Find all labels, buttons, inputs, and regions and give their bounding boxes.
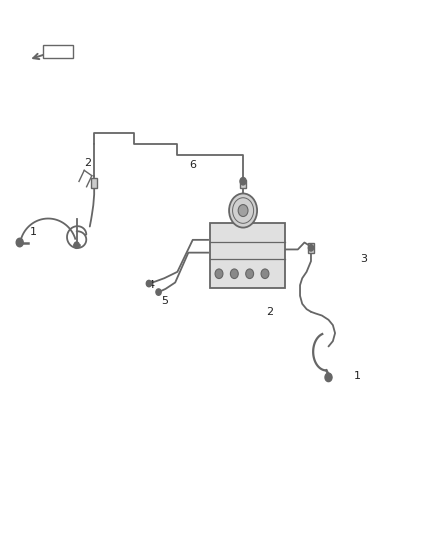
Circle shape (215, 269, 223, 279)
Text: 3: 3 (360, 254, 367, 263)
Text: 5: 5 (161, 296, 168, 306)
Circle shape (325, 373, 332, 382)
Circle shape (238, 205, 248, 216)
Circle shape (230, 269, 238, 279)
Text: 6: 6 (189, 160, 196, 170)
Circle shape (261, 269, 269, 279)
Circle shape (240, 177, 246, 185)
Bar (240, 180, 246, 188)
Text: 1: 1 (353, 371, 360, 381)
Bar (308, 243, 314, 253)
Circle shape (74, 242, 79, 248)
Circle shape (246, 269, 254, 279)
Circle shape (146, 280, 152, 287)
Circle shape (308, 245, 314, 251)
Text: 1: 1 (29, 227, 36, 237)
Text: 2: 2 (266, 307, 273, 317)
Text: 4: 4 (148, 280, 155, 290)
Circle shape (229, 193, 257, 228)
Text: FWD: FWD (46, 46, 70, 57)
Circle shape (16, 238, 23, 247)
FancyBboxPatch shape (43, 45, 73, 58)
Circle shape (156, 289, 161, 295)
Text: 2: 2 (84, 158, 91, 167)
FancyBboxPatch shape (210, 223, 285, 288)
Bar (91, 178, 97, 188)
